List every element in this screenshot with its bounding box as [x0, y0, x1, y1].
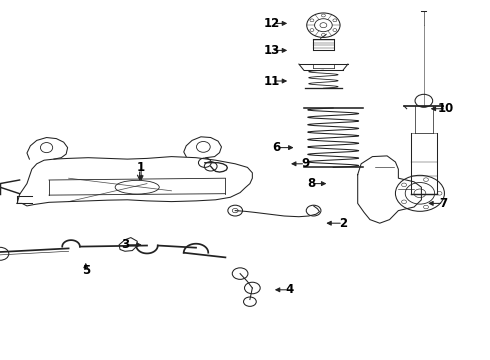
Text: 4: 4 [285, 283, 293, 296]
Text: 12: 12 [264, 17, 280, 30]
Text: 3: 3 [121, 238, 129, 251]
Text: 10: 10 [438, 102, 454, 115]
Text: 8: 8 [307, 177, 315, 190]
Text: 5: 5 [82, 264, 90, 277]
Text: 6: 6 [273, 141, 281, 154]
Text: 9: 9 [301, 157, 309, 170]
Text: 11: 11 [264, 75, 280, 87]
Text: 1: 1 [137, 161, 145, 174]
Text: 2: 2 [339, 217, 347, 230]
Text: 7: 7 [440, 197, 447, 210]
Text: 13: 13 [264, 44, 280, 57]
